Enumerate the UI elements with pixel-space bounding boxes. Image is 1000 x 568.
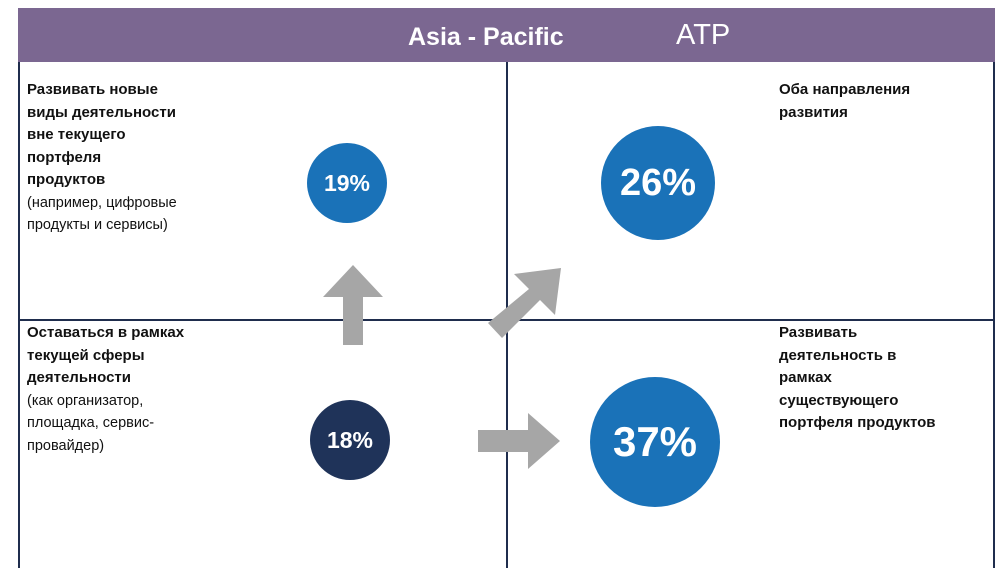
note-line: (как организатор, — [27, 392, 144, 409]
header-title: Asia - Pacific — [408, 23, 564, 51]
bold-line: деятельности — [27, 369, 131, 386]
bold-line: существующего — [779, 391, 899, 409]
share-circle: 26% — [601, 126, 715, 240]
share-circle: 19% — [307, 143, 387, 223]
note-line: (например, цифровые — [27, 194, 177, 211]
bold-line: текущей сферы — [27, 346, 145, 364]
header: Asia - Pacific ATP — [18, 8, 995, 62]
bold-line: продуктов — [27, 171, 106, 188]
arrow-right — [478, 413, 560, 469]
bold-line: Оба направления — [779, 81, 911, 98]
arrow-up — [323, 265, 383, 345]
header-subtitle: ATP — [676, 19, 731, 51]
bold-line: развития — [779, 103, 848, 121]
bold-line: деятельность в — [779, 346, 897, 364]
bold-line: Оставаться в рамках — [27, 324, 185, 341]
bold-line: Развивать — [779, 324, 858, 341]
note-line: продукты и сервисы) — [27, 217, 168, 233]
note-line: провайдер) — [27, 437, 105, 454]
bold-line: виды деятельности — [27, 103, 176, 121]
quadrant-text: Оба направления развития — [779, 79, 910, 124]
bold-line: портфеля продуктов — [779, 414, 936, 431]
note-line: площадка, сервис- — [27, 415, 155, 431]
bold-line: Развивать новые — [27, 81, 158, 98]
bold-line: вне текущего — [27, 126, 126, 143]
quadrant-text: Развивать новые виды деятельности вне теку… — [27, 79, 177, 237]
quadrant-text: Оставаться в рамках текущей сферы деятельн… — [27, 322, 184, 457]
share-circle: 37% — [590, 377, 720, 507]
share-circle: 18% — [310, 400, 390, 480]
bold-line: рамках — [779, 369, 832, 386]
arrow-diagonal — [488, 268, 561, 338]
quadrant-text: Развивать деятельность в рамках существующе… — [779, 322, 936, 435]
bold-line: портфеля — [27, 148, 102, 166]
